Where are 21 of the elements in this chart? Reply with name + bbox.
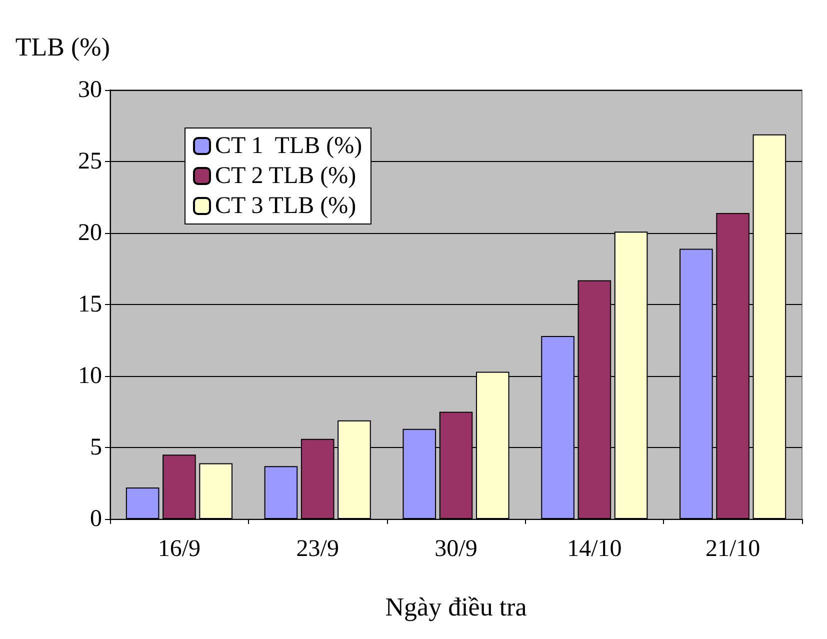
y-tick-label: 20 [78,220,102,246]
legend-label: CT 1 TLB (%) [215,133,362,159]
x-tick-label: 30/9 [434,536,478,562]
y-axis-title: TLB (%) [15,32,110,62]
y-tick-label: 10 [78,363,102,389]
x-tick-label: 14/10 [567,536,622,562]
legend-label: CT 3 TLB (%) [215,193,356,219]
bar [199,463,232,519]
x-axis-title: Ngày điều tra [385,592,528,622]
legend-label: CT 2 TLB (%) [215,163,356,189]
y-tick-label: 30 [78,77,102,103]
y-tick-label: 15 [78,292,102,318]
bar [126,488,160,519]
bar [162,454,196,519]
y-tick-label: 0 [90,506,102,532]
y-tick-label: 25 [78,148,102,174]
x-tick-label: 23/9 [296,536,339,562]
y-tick-label: 5 [90,434,102,460]
x-tick-label: 21/10 [705,536,760,562]
bar [264,466,298,519]
x-tick-label: 16/9 [158,536,201,562]
